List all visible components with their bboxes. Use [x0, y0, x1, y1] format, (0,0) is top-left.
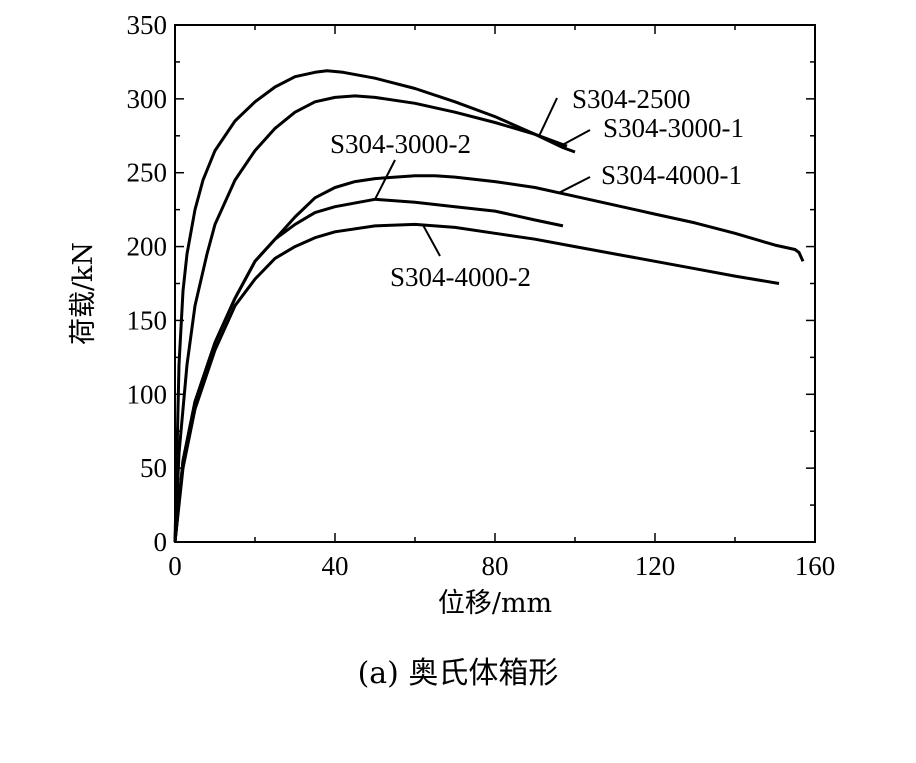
- series-label-1: S304-2500: [572, 84, 691, 114]
- y-tick-label: 150: [127, 305, 168, 335]
- x-axis-title: 位移/mm: [438, 588, 552, 619]
- y-axis-title: 荷载/kN: [68, 242, 99, 345]
- x-tick-label: 120: [635, 551, 676, 581]
- series-label-5: S304-4000-2: [390, 262, 531, 292]
- series-line-5: [173, 222, 780, 543]
- y-axis-ticks: 0 50 100 150 200 250 300 350: [127, 10, 815, 557]
- x-tick-label: 0: [168, 551, 182, 581]
- series-lines: [173, 69, 805, 543]
- y-tick-label: 100: [127, 379, 168, 409]
- x-axis-ticks: 0 40 80 120 160: [168, 25, 835, 581]
- y-tick-label: 350: [127, 10, 168, 40]
- y-tick-label: 200: [127, 232, 168, 262]
- leader-line-5: [422, 224, 441, 257]
- leader-line-3: [374, 159, 396, 200]
- y-tick-label: 50: [140, 453, 167, 483]
- leader-line-4: [558, 176, 591, 194]
- leader-line-2: [562, 129, 591, 146]
- series-line-3: [173, 197, 564, 543]
- leader-line-1: [538, 97, 558, 137]
- series-line-4: [173, 174, 805, 543]
- series-line-2: [173, 94, 568, 543]
- series-line-1: [173, 69, 576, 543]
- x-tick-label: 160: [795, 551, 836, 581]
- y-tick-label: 300: [127, 84, 168, 114]
- x-tick-label: 40: [322, 551, 349, 581]
- figure-caption: (a) 奥氏体箱形: [357, 656, 559, 691]
- series-label-4: S304-4000-1: [601, 160, 742, 190]
- y-tick-label: 250: [127, 158, 168, 188]
- y-tick-label: 0: [154, 527, 168, 557]
- series-label-2: S304-3000-1: [603, 113, 744, 143]
- x-tick-label: 80: [482, 551, 509, 581]
- series-label-3: S304-3000-2: [330, 129, 471, 159]
